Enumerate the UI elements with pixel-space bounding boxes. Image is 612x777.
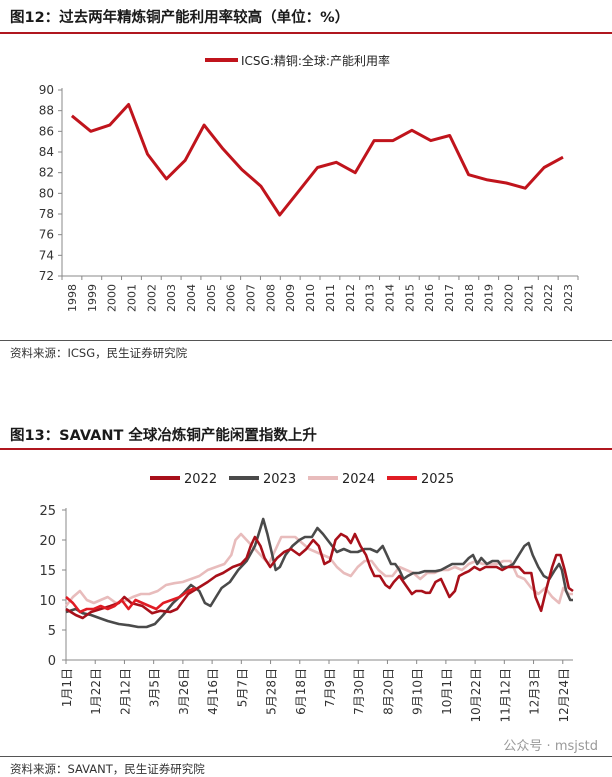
x-tick-label: 2005 [205,284,218,312]
chart1: ICSG:精铜:全球:产能利用率 72 74 76 78 80 82 84 86 88 90 1998… [39,53,579,312]
figure1-title-bar: 图12：过去两年精炼铜产能利用率较高（单位：%） [0,0,612,34]
x-tick-label: 2009 [284,284,297,312]
figure2-title: 图13：SAVANT 全球冶炼铜产能闲置指数上升 [10,428,317,444]
x-tick-label: 5月28日 [265,668,279,715]
x-tick-label: 2023 [562,284,575,312]
x-tick-label: 8月20日 [381,668,395,715]
y-tick-label: 90 [39,83,54,97]
y-tick-label: 72 [39,269,54,283]
x-tick-label: 2004 [185,284,198,312]
x-tick-label: 9月10日 [411,668,425,715]
x-tick-label: 7月9日 [323,668,337,707]
x-tick-label: 10月1日 [440,668,454,715]
x-tick-label: 11月12日 [498,668,512,723]
x-tick-label: 2020 [503,284,516,312]
x-tick-label: 1998 [66,284,79,312]
x-tick-label: 2003 [165,284,178,312]
x-tick-label: 2007 [245,284,258,312]
figure1-bottom-rule [0,340,612,341]
y-tick-label: 5 [48,624,56,639]
y-tick-label: 20 [39,534,56,549]
x-tick-label: 2010 [304,284,317,312]
y-tick-label: 80 [39,186,54,200]
series-line-icsg [70,103,564,217]
x-tick-label: 7月30日 [352,668,366,715]
x-tick-label: 6月18日 [294,668,308,715]
series-line-2025 [65,586,196,614]
figure2-bottom-rule [0,756,612,757]
watermark: 公众号 · msjstd [503,739,598,754]
y-tick-label: 15 [39,564,56,579]
x-tick-label: 2021 [522,284,535,312]
x-tick-label: 1999 [86,284,99,312]
x-tick-label: 2019 [483,284,496,312]
x-tick-label: 2月12日 [118,668,132,715]
legend-label-2025: 2025 [421,472,454,487]
x-tick-label: 2001 [125,284,138,312]
x-tick-label: 5月7日 [235,668,249,707]
x-tick-label: 2000 [106,284,119,312]
figure2-source: 资料来源：SAVANT，民生证券研究院 [10,762,205,776]
x-tick-label: 2011 [324,284,337,312]
y-tick-label: 88 [39,104,54,118]
y-tick-label: 76 [39,228,54,242]
x-tick-label: 1月22日 [89,668,103,715]
legend-label-2024: 2024 [342,472,375,487]
x-tick-label: 2022 [542,284,555,312]
series-line-2023 [65,517,573,629]
series-line-2024 [64,532,573,607]
x-tick-label: 3月5日 [148,668,162,707]
x-tick-label: 12月24日 [557,668,571,723]
x-tick-label: 1月1日 [60,668,74,707]
x-tick-label: 2012 [344,284,357,312]
legend-label-2022: 2022 [184,472,217,487]
x-tick-label: 2015 [403,284,416,312]
x-tick-label: 12月3日 [528,668,542,715]
y-tick-label: 82 [39,166,54,180]
series-line-2022 [65,532,574,620]
x-tick-label: 2006 [225,284,238,312]
x-tick-label: 4月16日 [206,668,220,715]
x-tick-label: 2017 [443,284,456,312]
x-tick-label: 2016 [423,284,436,312]
x-tick-label: 2008 [264,284,277,312]
x-tick-label: 2002 [145,284,158,312]
x-tick-label: 10月22日 [469,668,483,723]
legend-label-2023: 2023 [263,472,296,487]
y-tick-label: 0 [48,654,56,669]
figure2-title-bar: 图13：SAVANT 全球冶炼铜产能闲置指数上升 [0,418,612,450]
y-tick-label: 84 [39,145,54,159]
figure1-title: 图12：过去两年精炼铜产能利用率较高（单位：%） [10,10,350,26]
x-tick-label: 2014 [383,284,396,312]
y-tick-label: 78 [39,207,54,221]
y-tick-label: 86 [39,124,54,138]
y-tick-label: 10 [39,594,56,609]
x-tick-label: 2013 [364,284,377,312]
y-tick-label: 74 [39,248,54,262]
x-tick-label: 3月26日 [177,668,191,715]
y-tick-label: 25 [39,504,56,519]
x-tick-label: 2018 [463,284,476,312]
figure1-source: 资料来源：ICSG，民生证券研究院 [10,346,188,360]
legend-label-icsg: ICSG:精铜:全球:产能利用率 [241,53,390,68]
